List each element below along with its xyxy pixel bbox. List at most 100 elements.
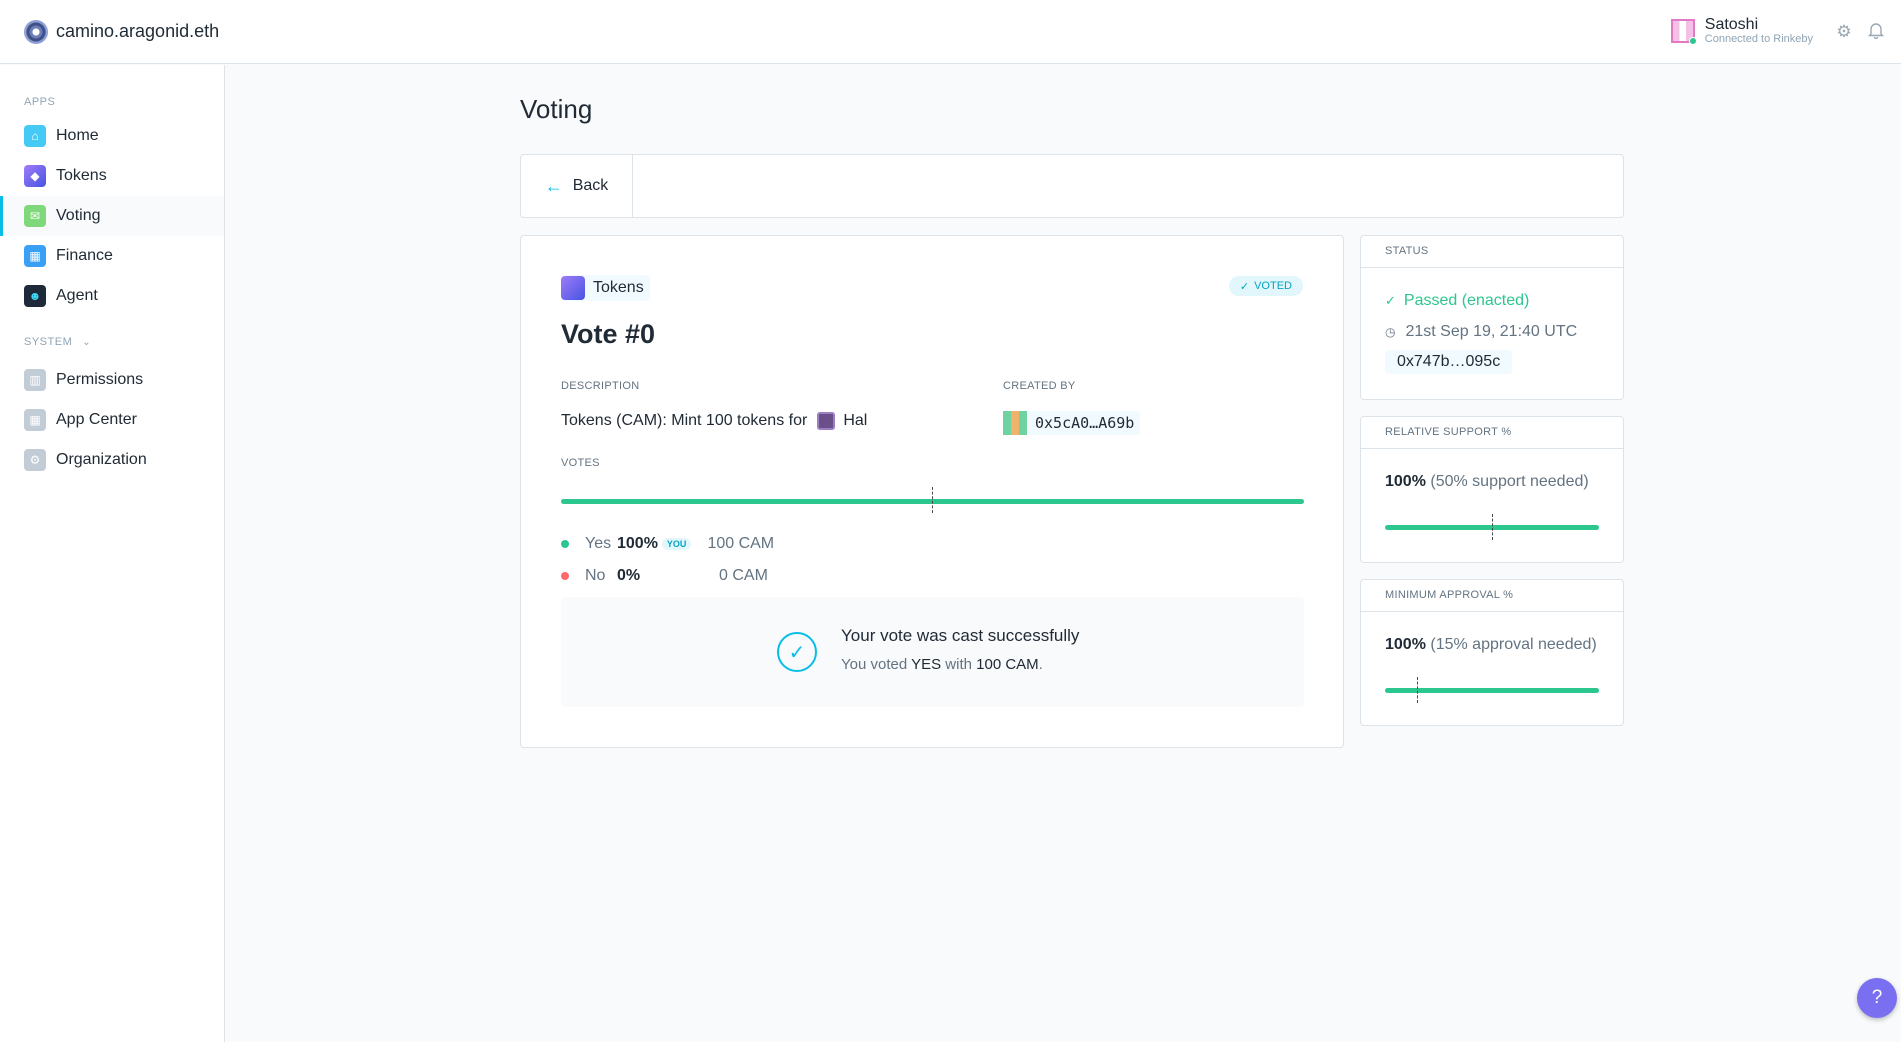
option-amount: 100 CAM bbox=[707, 535, 775, 552]
status-date: ◷ 21st Sep 19, 21:40 UTC bbox=[1385, 323, 1577, 341]
minimum-approval-card: MINIMUM APPROVAL % 100% (15% approval ne… bbox=[1360, 579, 1624, 726]
system-section-label: SYSTEM bbox=[24, 336, 73, 348]
status-card: STATUS ✓ Passed (enacted) ◷ 21st Sep 19,… bbox=[1360, 235, 1624, 400]
sidebar-item-label: Organization bbox=[56, 451, 147, 468]
user-network: Connected to Rinkeby bbox=[1704, 33, 1813, 45]
app-center-icon: ▦ bbox=[24, 409, 46, 431]
vote-option-no: No 0% 0 CAM bbox=[561, 565, 768, 587]
settings-icon[interactable]: ⚙ bbox=[1836, 22, 1852, 41]
voting-icon: ✉ bbox=[24, 205, 46, 227]
sidebar-item-finance[interactable]: ▦ Finance bbox=[0, 236, 224, 276]
relative-support-value: 100% (50% support needed) bbox=[1385, 473, 1589, 491]
vote-card: Tokens ✓ VOTED Vote #0 DESCRIPTION Token… bbox=[520, 235, 1344, 748]
org-name: camino.aragonid.eth bbox=[56, 21, 220, 41]
status-state: ✓ Passed (enacted) bbox=[1385, 292, 1529, 310]
description-target[interactable]: Hal bbox=[843, 412, 868, 429]
sidebar: APPS ⌂ Home ◆ Tokens ✉ Voting ▦ Finance … bbox=[0, 65, 225, 1042]
identity-avatar-icon bbox=[817, 412, 836, 430]
finance-icon: ▦ bbox=[24, 245, 46, 267]
relative-support-label: RELATIVE SUPPORT % bbox=[1361, 417, 1623, 449]
description-text: Tokens (CAM): Mint 100 tokens for Hal bbox=[561, 412, 867, 430]
option-amount: 0 CAM bbox=[719, 567, 768, 584]
avatar bbox=[1670, 18, 1697, 45]
created-by-label: CREATED BY bbox=[1003, 380, 1076, 392]
you-badge: YOU bbox=[661, 538, 692, 550]
check-icon: ✓ bbox=[1385, 293, 1396, 308]
chevron-down-icon: ⌄ bbox=[82, 336, 91, 348]
tokens-icon bbox=[561, 276, 585, 300]
option-label: Yes bbox=[585, 535, 612, 552]
user-name: Satoshi bbox=[1704, 16, 1759, 33]
top-bar: camino.aragonid.eth Satoshi Connected to… bbox=[0, 0, 1901, 64]
voted-badge-label: VOTED bbox=[1254, 280, 1292, 292]
sidebar-item-label: App Center bbox=[56, 411, 137, 428]
sidebar-item-label: Agent bbox=[56, 287, 98, 304]
creator-address-badge[interactable]: 0x5cA0…A69b bbox=[1003, 411, 1141, 435]
sidebar-item-app-center[interactable]: ▦ App Center bbox=[0, 400, 224, 440]
org-switcher[interactable]: camino.aragonid.eth bbox=[24, 19, 220, 44]
description-label: DESCRIPTION bbox=[561, 380, 640, 392]
success-amount: 100 CAM bbox=[976, 656, 1039, 673]
enacted-tx-address[interactable]: 0x747b…095c bbox=[1385, 350, 1513, 374]
user-account[interactable]: Satoshi Connected to Rinkeby bbox=[1670, 16, 1813, 45]
identicon-icon bbox=[1003, 411, 1027, 435]
agent-icon: ☻ bbox=[24, 285, 46, 307]
sidebar-item-tokens[interactable]: ◆ Tokens bbox=[0, 156, 224, 196]
help-button[interactable]: ? bbox=[1857, 978, 1897, 1018]
votes-progress-bar bbox=[561, 487, 1304, 513]
org-logo-icon bbox=[24, 19, 48, 44]
sidebar-item-permissions[interactable]: ▥ Permissions bbox=[0, 360, 224, 400]
success-subtitle: You voted YES with 100 CAM. bbox=[841, 656, 1043, 673]
relative-support-card: RELATIVE SUPPORT % 100% (50% support nee… bbox=[1360, 416, 1624, 563]
sidebar-item-voting[interactable]: ✉ Voting bbox=[0, 196, 224, 236]
status-state-label: Passed (enacted) bbox=[1403, 292, 1530, 309]
vote-title: Vote #0 bbox=[561, 319, 656, 349]
bell-icon[interactable] bbox=[1866, 22, 1886, 42]
sidebar-item-label: Home bbox=[56, 127, 99, 144]
support-threshold-marker bbox=[1492, 514, 1493, 540]
success-title: Your vote was cast successfully bbox=[841, 626, 1080, 645]
yes-dot-icon bbox=[561, 540, 569, 548]
minimum-approval-value: 100% (15% approval needed) bbox=[1385, 636, 1597, 654]
success-period: . bbox=[1038, 656, 1043, 673]
permissions-icon: ▥ bbox=[24, 369, 46, 391]
success-prefix: You voted bbox=[841, 656, 908, 673]
support-threshold-marker bbox=[932, 487, 933, 513]
option-label: No bbox=[585, 567, 606, 584]
sidebar-item-organization[interactable]: ⚙ Organization bbox=[0, 440, 224, 480]
sidebar-item-label: Permissions bbox=[56, 371, 144, 388]
connection-status-icon bbox=[1688, 36, 1697, 45]
minimum-approval-label: MINIMUM APPROVAL % bbox=[1361, 580, 1623, 612]
description-body: Tokens (CAM): Mint 100 tokens for bbox=[561, 412, 808, 429]
home-icon: ⌂ bbox=[24, 125, 46, 147]
app-badge-label: Tokens bbox=[593, 279, 644, 296]
system-section-toggle[interactable]: SYSTEM ⌄ bbox=[0, 336, 224, 348]
success-choice: YES bbox=[911, 656, 942, 673]
votes-label: VOTES bbox=[561, 457, 600, 469]
app-badge[interactable]: Tokens bbox=[561, 275, 650, 301]
support-percentage: 100% bbox=[1385, 473, 1426, 490]
vote-success-panel: ✓ Your vote was cast successfully You vo… bbox=[561, 597, 1304, 707]
approval-threshold-marker bbox=[1417, 677, 1419, 703]
support-progress-bar bbox=[1385, 514, 1599, 540]
tokens-icon: ◆ bbox=[24, 165, 46, 187]
approval-progress-bar bbox=[1385, 677, 1599, 703]
approval-needed-note: (15% approval needed) bbox=[1430, 636, 1597, 653]
sidebar-item-label: Finance bbox=[56, 247, 113, 264]
status-label: STATUS bbox=[1361, 236, 1623, 268]
clock-icon: ◷ bbox=[1385, 325, 1396, 339]
voted-badge: ✓ VOTED bbox=[1228, 276, 1303, 296]
back-button[interactable]: ← Back bbox=[521, 155, 633, 217]
back-label: Back bbox=[572, 177, 609, 194]
sidebar-item-home[interactable]: ⌂ Home bbox=[0, 116, 224, 156]
option-percentage: 0% bbox=[617, 567, 641, 584]
success-mid: with bbox=[945, 656, 972, 673]
approval-percentage: 100% bbox=[1385, 636, 1426, 653]
option-percentage: 100% bbox=[617, 535, 658, 552]
creator-address: 0x5cA0…A69b bbox=[1035, 414, 1135, 432]
back-bar: ← Back bbox=[520, 154, 1624, 218]
vote-option-yes: Yes 100% YOU 100 CAM bbox=[561, 533, 774, 555]
support-needed-note: (50% support needed) bbox=[1430, 473, 1589, 490]
sidebar-item-agent[interactable]: ☻ Agent bbox=[0, 276, 224, 316]
page-title: Voting bbox=[520, 94, 593, 124]
